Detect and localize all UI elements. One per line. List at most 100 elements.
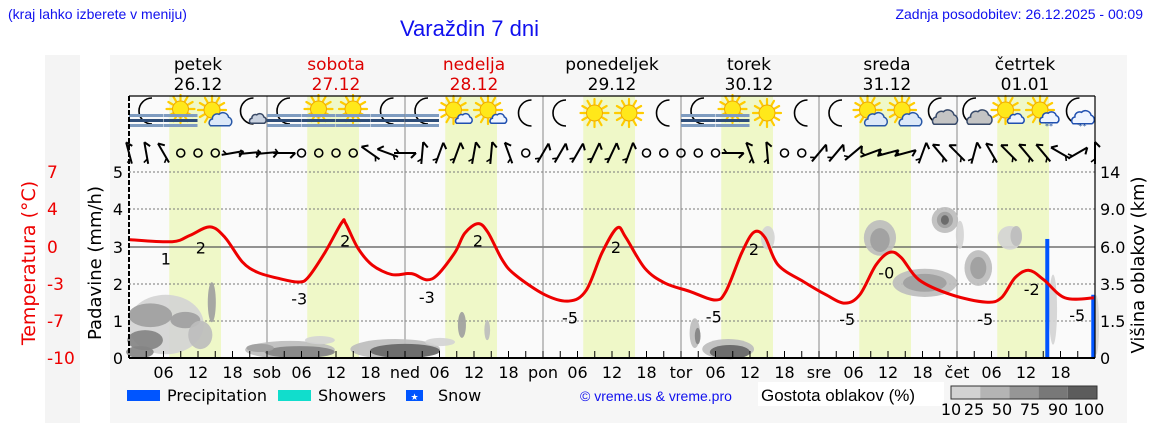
x-tick-label: 06 (429, 363, 449, 382)
moon-shape (517, 99, 532, 127)
temperature-label: 2 (749, 240, 759, 259)
cloud-blob (870, 228, 890, 252)
moon-shape (239, 97, 254, 125)
x-tick-label: pon (528, 363, 558, 382)
x-tick-label: 12 (188, 363, 208, 382)
wind-barb-icon (763, 141, 773, 165)
wind-barb-icon (894, 149, 917, 157)
sun-fog-icon (336, 93, 370, 127)
temp-tick-label: 4 (47, 200, 58, 220)
daylight-band (583, 96, 635, 358)
precip-tick-label: 5 (113, 163, 123, 182)
weather-icons-row: ** ** (129, 93, 1095, 131)
temperature-label: -5 (1069, 306, 1085, 325)
cloud-shape (454, 112, 473, 124)
wind-barb-icon (143, 141, 151, 165)
sun-icon (613, 97, 645, 129)
sun-shape (579, 97, 610, 129)
moon-fog-icon (681, 97, 715, 127)
wind-barb-icon (273, 148, 296, 159)
x-tick-label: 06 (981, 363, 1001, 382)
temperature-label: -5 (562, 308, 578, 327)
precipitation-bar (1045, 238, 1050, 358)
wind-barb-icon (604, 142, 621, 164)
moon-icon (655, 99, 670, 127)
temperature-line (128, 218, 1094, 305)
wind-barb-icon (552, 142, 569, 164)
x-tick-label: 06 (291, 363, 311, 382)
cloud-density-scale: 10 25 50 75 90 100 (941, 385, 1104, 419)
precip-tick-label: 4 (113, 200, 123, 219)
cloud-density-title-bg (758, 382, 944, 406)
wind-barb-icon (394, 148, 417, 159)
calm-wind-icon (779, 148, 790, 158)
x-tick-label: 12 (878, 363, 898, 382)
wind-barb-icon (587, 142, 603, 164)
daylight-band (307, 96, 359, 358)
sun-icon (751, 97, 783, 129)
legend-showers: Showers (318, 386, 386, 405)
temperature-label: 2 (473, 232, 483, 251)
cloud-shape (489, 112, 508, 124)
temp-tick-label: -3 (47, 275, 64, 295)
day-name: petek (174, 55, 222, 75)
calm-wind-icon (658, 148, 669, 158)
temperature-label: 1 (161, 249, 171, 268)
sun-cloud-snow-icon: ** (1024, 94, 1060, 131)
day-date: 29.12 (588, 75, 637, 95)
sun-shape (990, 94, 1021, 126)
cloud-height-tick-label: 0 (1100, 349, 1110, 368)
wind-barb-icon (1000, 144, 1018, 163)
snowflake-icon: ** (1079, 122, 1087, 131)
moon-icon (552, 99, 567, 127)
wind-barb-icon (157, 142, 170, 164)
moon-fog-icon (370, 97, 405, 127)
x-tick-label: 18 (912, 363, 932, 382)
moon-fog-icon (267, 97, 301, 127)
calm-wind-icon (193, 148, 203, 158)
showers-swatch (278, 390, 311, 401)
moon-cloud-grey-icon (962, 97, 993, 126)
moon-cloud-icon (239, 97, 267, 125)
star-icon: ★ (410, 393, 418, 403)
moon-fog-icon (129, 97, 163, 127)
page-title: Varaždin 7 dni (400, 16, 540, 41)
temperature-label: -3 (419, 288, 435, 307)
density-scale-label: 25 (964, 400, 984, 419)
x-tick-label: 12 (602, 363, 622, 382)
temp-tick-label: -10 (47, 349, 75, 369)
sun-cloud-icon (886, 94, 923, 127)
wind-barb-icon (376, 145, 399, 161)
cloud-blob (940, 215, 949, 225)
calm-wind-icon (796, 148, 807, 158)
day-date: 31.12 (863, 75, 912, 95)
calm-wind-icon (348, 148, 359, 158)
x-tick-label: 18 (222, 363, 242, 382)
cloud-shape (1006, 112, 1025, 124)
temperature-series: 1 2 -3 2 -3 2 -5 2 -5 2 -5 -0 -5 -2 -5 (128, 218, 1094, 329)
wind-barb-icon (449, 142, 465, 164)
cloud-height-tick-label: 3.5 (1100, 275, 1125, 294)
density-swatch (1009, 386, 1039, 399)
cloud-blob (246, 343, 274, 353)
day-dividers (266, 96, 958, 358)
density-scale-label: 50 (992, 400, 1012, 419)
precip-tick-label: 0 (113, 349, 123, 368)
cloud-shape (1070, 110, 1095, 125)
cloud-blob (127, 330, 163, 351)
snowflake-icon: ** (1045, 122, 1053, 131)
wind-barb-icon (1050, 144, 1071, 162)
wind-barb-icon (468, 141, 481, 165)
calm-wind-icon (520, 148, 531, 158)
wind-barb-icon (827, 143, 845, 163)
x-tick-label: ned (390, 363, 420, 382)
copyright-link[interactable]: © vreme.us & vreme.pro (580, 388, 732, 404)
density-swatch (980, 386, 1010, 399)
wind-barb-icon (432, 142, 448, 164)
x-tick-label: 06 (567, 363, 587, 382)
day-date: 30.12 (725, 75, 774, 95)
wind-barb-icon (1067, 146, 1089, 160)
wind-barb-icon (1035, 143, 1052, 163)
x-axis-ticks: 06 12 18 sob 06 12 18 ned 06 12 18 pon 06 12 18 tor 06 12… (145, 351, 1079, 382)
